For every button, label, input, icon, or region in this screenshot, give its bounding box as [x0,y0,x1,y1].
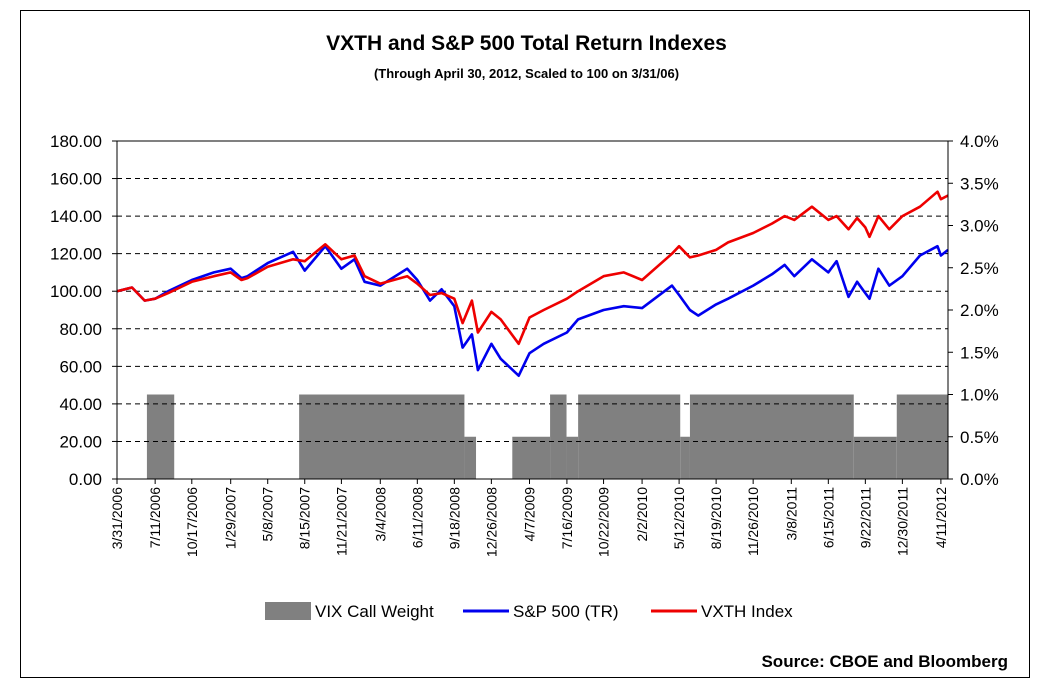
y-right-tick-label: 2.5% [960,259,999,278]
x-tick-label: 5/12/2010 [671,487,687,549]
y-left-tick-label: 40.00 [59,395,102,414]
y-right-tick-label: 3.0% [960,217,999,236]
x-tick-label: 3/31/2006 [109,487,125,549]
x-tick-label: 8/15/2007 [297,487,313,549]
y-right-tick-label: 0.5% [960,428,999,447]
x-tick-label: 11/26/2010 [745,487,761,556]
vix-weight-bar [464,436,477,479]
y-right-tick-label: 0.0% [960,470,999,489]
y-right-tick-label: 4.0% [960,132,999,151]
x-tick-label: 12/26/2008 [483,487,499,557]
x-tick-label: 3/4/2008 [372,487,388,542]
y-right-tick-label: 3.5% [960,174,999,193]
y-left-tick-label: 80.00 [59,320,102,339]
legend-vix-call-weight-swatch [265,602,311,620]
vix-weight-bar [512,436,551,479]
legend-sp500-label: S&P 500 (TR) [513,602,619,621]
x-tick-label: 8/19/2010 [708,487,724,549]
series-lines [116,190,949,378]
vix-weight-bar [566,436,579,479]
x-tick-label: 9/22/2011 [857,487,873,548]
vix-weight-bar [578,394,681,479]
vix-weight-bar [146,394,175,479]
vix-weight-bar [680,436,690,479]
x-tick-label: 7/16/2009 [559,487,575,549]
x-tick-label: 1/29/2007 [223,487,239,549]
y-right-tick-label: 1.0% [960,386,999,405]
chart-subtitle: (Through April 30, 2012, Scaled to 100 o… [373,66,680,81]
legend: VIX Call Weight S&P 500 (TR) VXTH Index [265,602,793,621]
x-tick-label: 4/11/2012 [933,487,949,548]
axes: 0.00 20.00 40.00 60.00 80.00 100.00 120.00 140.… [50,132,999,557]
legend-vix-call-weight-label: VIX Call Weight [315,602,434,621]
vix-call-weight-area [146,394,948,479]
x-tick-label: 2/2/2010 [634,487,650,542]
source-note: Source: CBOE and Bloomberg [761,652,1008,671]
y-left-tick-label: 160.00 [50,170,102,189]
x-tick-label: 6/11/2008 [409,487,425,548]
chart-frame [20,10,1030,678]
y-left-tick-label: 0.00 [69,470,102,489]
vix-weight-bar [853,436,897,479]
vix-weight-bar [550,394,567,479]
x-tick-label: 12/30/2011 [894,487,910,556]
chart-title: VXTH and S&P 500 Total Return Indexes [326,32,727,55]
sp500-line [116,244,949,378]
x-tick-label: 4/7/2009 [522,487,538,542]
y-right-tick-label: 1.5% [960,343,999,362]
y-left-tick-label: 60.00 [59,357,102,376]
y-left-tick-label: 100.00 [50,282,102,301]
vix-weight-bar [689,394,854,479]
vxth-line [116,190,949,346]
x-tick-label: 7/11/2006 [147,487,163,548]
y-left-tick-label: 180.00 [50,132,102,151]
y-right-tick-label: 2.0% [960,301,999,320]
x-tick-label: 10/22/2009 [596,487,612,557]
y-left-tick-label: 20.00 [59,432,102,451]
y-left-tick-label: 140.00 [50,207,102,226]
x-tick-label: 6/15/2011 [820,487,836,548]
x-tick-label: 10/17/2006 [184,487,200,557]
x-tick-label: 9/18/2008 [446,487,462,549]
y-left-tick-label: 120.00 [50,245,102,264]
x-tick-label: 11/21/2007 [333,487,349,556]
vix-weight-bar [299,394,465,479]
x-tick-label: 3/8/2011 [783,487,799,541]
x-tick-label: 5/8/2007 [260,487,276,542]
gridlines [117,178,948,442]
vix-weight-bar [896,394,948,479]
legend-vxth-label: VXTH Index [701,602,793,621]
